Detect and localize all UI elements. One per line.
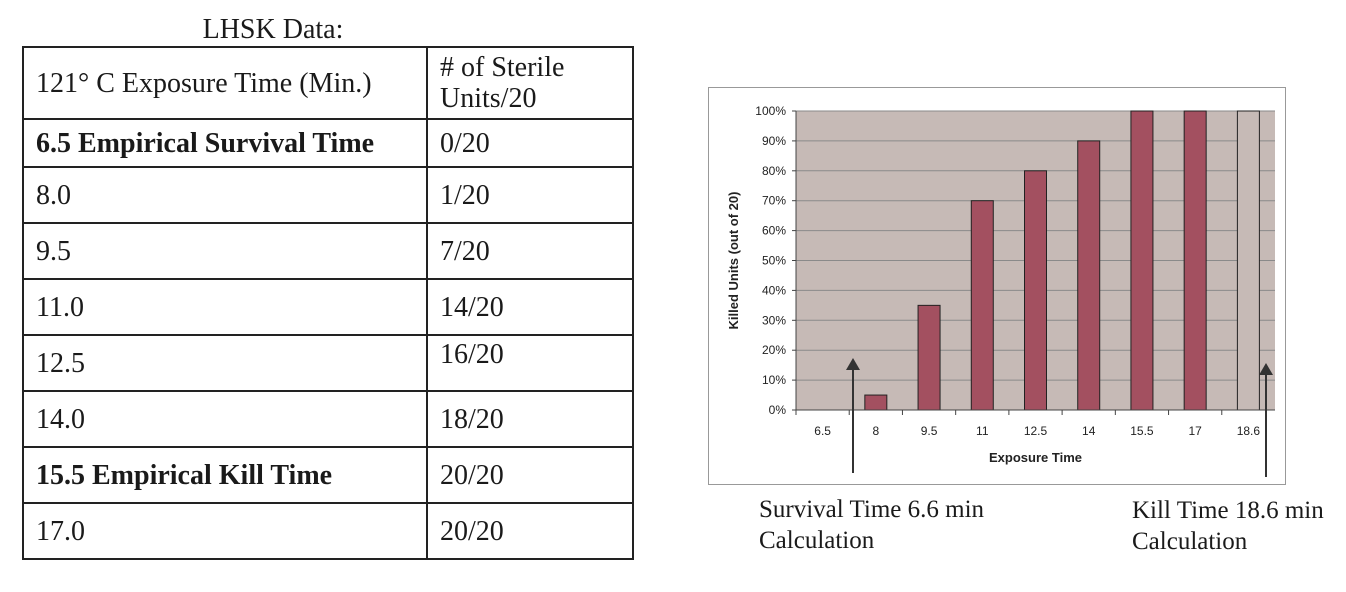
cell-sterile-units: 1/20	[426, 166, 634, 224]
cell-sterile-units: 20/20	[426, 502, 634, 560]
survival-note: Survival Time 6.6 min Calculation	[759, 494, 984, 556]
y-tick-label: 50%	[762, 254, 786, 268]
y-tick-label: 90%	[762, 134, 786, 148]
cell-sterile-units: 0/20	[426, 118, 634, 168]
cell-exposure-time: 11.0	[22, 278, 428, 336]
table-row: 6.5 Empirical Survival Time 0/20	[22, 118, 634, 168]
table-row: 14.0 18/20	[22, 390, 634, 448]
bar	[1183, 110, 1207, 411]
cell-sterile-units: 7/20	[426, 222, 634, 280]
x-tick-label: 9.5	[921, 424, 938, 438]
table-row: 11.0 14/20	[22, 278, 634, 336]
data-table: 121° C Exposure Time (Min.) # of Sterile…	[22, 46, 634, 560]
cell-exposure-time: 14.0	[22, 390, 428, 448]
cell-exposure-time: 12.5	[22, 334, 428, 392]
x-tick-label: 6.5	[814, 424, 831, 438]
y-tick-label: 70%	[762, 194, 786, 208]
kill-note-line1: Kill Time 18.6 min	[1132, 497, 1324, 524]
cell-exposure-time: 8.0	[22, 166, 428, 224]
y-tick-label: 10%	[762, 373, 786, 387]
table-row: 9.5 7/20	[22, 222, 634, 280]
chart: 0% 10% 20% 30% 40% 50% 60% 70% 80% 90% 100% 6.5 8 9.5…	[726, 104, 1275, 477]
survival-note-line1: Survival Time 6.6 min	[759, 496, 985, 523]
header-exposure-time: 121° C Exposure Time (Min.)	[22, 46, 428, 120]
y-tick-label: 60%	[762, 224, 786, 238]
table-row: 8.0 1/20	[22, 166, 634, 224]
bar	[1236, 110, 1260, 411]
y-tick-label: 100%	[755, 104, 786, 118]
x-tick-label: 11	[976, 424, 989, 438]
cell-sterile-units: 18/20	[426, 390, 634, 448]
bar	[1024, 170, 1047, 411]
x-tick-label: 18.6	[1237, 424, 1261, 438]
y-tick-label: 40%	[762, 283, 786, 297]
x-tick-label: 17	[1188, 424, 1202, 438]
table-row: 15.5 Empirical Kill Time 20/20	[22, 446, 634, 504]
bar	[1130, 110, 1154, 411]
cell-exposure-time: 6.5 Empirical Survival Time	[22, 118, 428, 168]
cell-sterile-units: 14/20	[426, 278, 634, 336]
cell-sterile-units: 20/20	[426, 446, 634, 504]
cell-sterile-units: 16/20	[426, 334, 634, 392]
survival-note-line2: Calculation	[759, 527, 875, 554]
survival-arrow-head	[846, 358, 860, 370]
bar	[864, 394, 888, 411]
table-title: LHSK Data:	[202, 14, 344, 45]
table-header-row: 121° C Exposure Time (Min.) # of Sterile…	[22, 46, 634, 120]
bar	[970, 200, 994, 411]
table-row: 12.5 16/20	[22, 334, 634, 392]
y-axis-title: Killed Units (out of 20)	[726, 192, 741, 330]
table-row: 17.0 20/20	[22, 502, 634, 560]
bar	[917, 304, 941, 411]
cell-exposure-time: 9.5	[22, 222, 428, 280]
x-tick-label: 12.5	[1024, 424, 1048, 438]
y-tick-label: 0%	[769, 403, 787, 417]
x-tick-label: 15.5	[1130, 424, 1154, 438]
kill-note: Kill Time 18.6 min Calculation	[1132, 495, 1324, 557]
y-tick-label: 30%	[762, 313, 786, 327]
y-tick-label: 20%	[762, 343, 786, 357]
cell-exposure-time: 15.5 Empirical Kill Time	[22, 446, 428, 504]
bar	[1077, 140, 1101, 411]
x-tick-label: 8	[872, 424, 879, 438]
header-sterile-units: # of Sterile Units/20	[426, 46, 634, 120]
y-tick-label: 80%	[762, 164, 786, 178]
kill-note-line2: Calculation	[1132, 528, 1248, 555]
x-axis-title: Exposure Time	[989, 450, 1082, 465]
cell-exposure-time: 17.0	[22, 502, 428, 560]
kill-arrow-head	[1259, 363, 1273, 375]
x-tick-label: 14	[1082, 424, 1096, 438]
